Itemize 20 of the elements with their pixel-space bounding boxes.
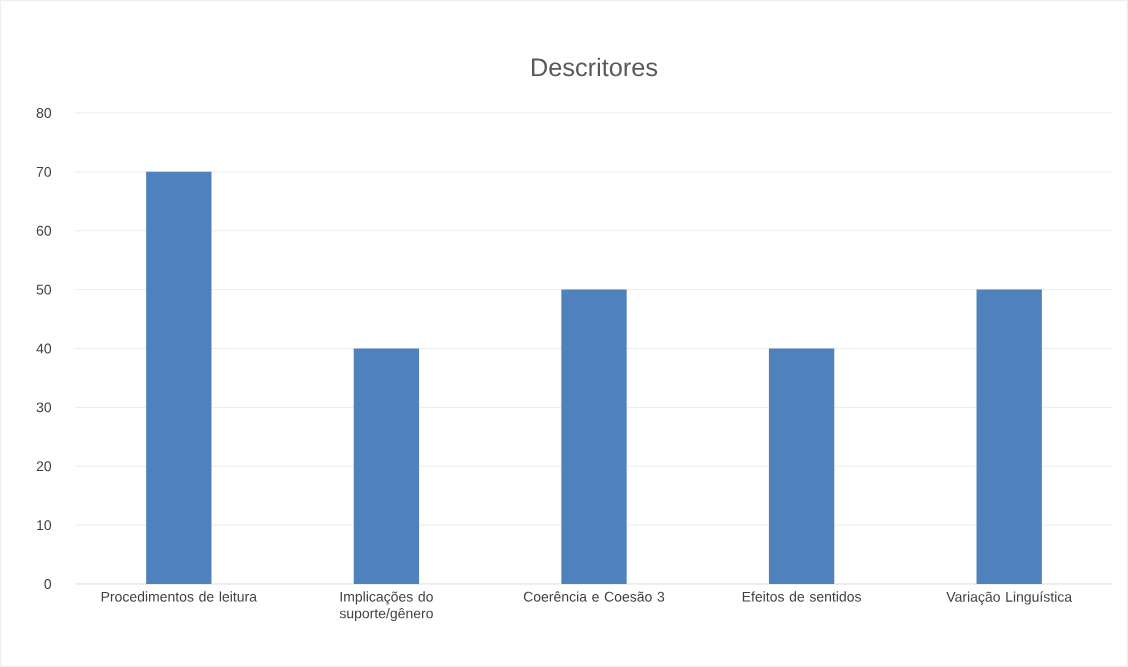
x-tick-label: Procedimentos de leitura	[101, 591, 257, 602]
x-tick-label: Efeitos de sentidos	[742, 591, 861, 602]
y-tick-label: 20	[36, 461, 52, 472]
y-tick-label: 80	[36, 108, 52, 118]
y-tick-label: 0	[44, 579, 52, 589]
y-tick-label: 70	[36, 166, 52, 177]
y-tick-label: 60	[36, 225, 52, 236]
x-tick-label: Variação Linguística	[946, 591, 1073, 605]
bar	[353, 348, 420, 584]
chart-title: Descritores	[532, 57, 658, 77]
bar	[768, 348, 835, 584]
x-tick-label: Coerência e Coesão 3	[523, 591, 665, 602]
y-tick-label: 30	[36, 402, 52, 413]
y-tick-label: 10	[37, 520, 52, 531]
bar	[146, 171, 212, 584]
bar	[561, 289, 627, 584]
bar	[976, 289, 1042, 584]
y-tick-label: 40	[36, 343, 52, 354]
y-tick-label: 50	[36, 284, 52, 295]
x-tick-label: Implicações do suporte/gênero	[339, 591, 433, 622]
